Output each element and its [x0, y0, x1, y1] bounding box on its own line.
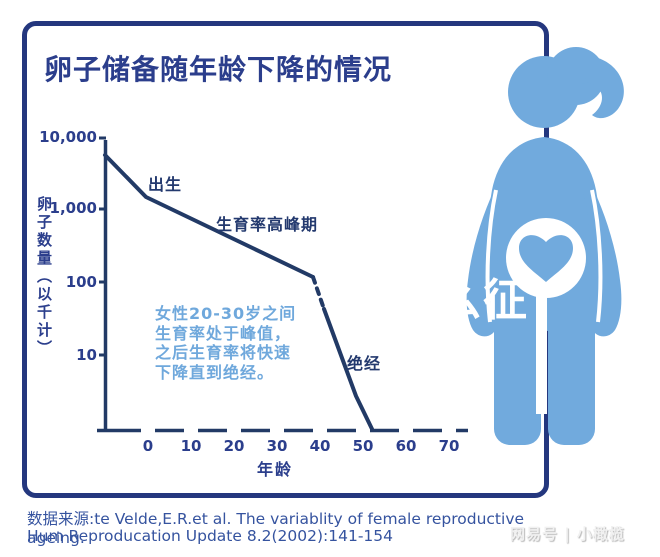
x-axis-title: 年龄	[256, 460, 293, 479]
x-tick-60: 60	[395, 437, 417, 455]
x-tick-30: 30	[266, 437, 288, 455]
x-tick-40: 40	[309, 437, 331, 455]
pregnant-woman-icon	[466, 47, 624, 445]
x-tick-20: 20	[223, 437, 245, 455]
woman-right-leg	[548, 298, 595, 445]
y-axis-ticks	[99, 136, 106, 357]
y-tick-1000: 1,000	[49, 199, 97, 217]
fertility-note-line: 生育率处于峰值，	[155, 323, 292, 343]
fertility-note-line: 女性20-30岁之间	[155, 304, 297, 323]
woman-hair-bun	[547, 47, 605, 105]
center-watermark-text: 么征	[437, 275, 529, 326]
oocyte-curve-dashed	[311, 275, 326, 311]
fertility-note-line: 下降直到绝经。	[155, 362, 275, 382]
y-tick-10: 10	[76, 346, 97, 364]
annotation-peak-fertility: 生育率高峰期	[216, 215, 319, 234]
left-arm-crease	[485, 189, 498, 323]
page-title: 卵子储备随年龄下降的情况	[44, 53, 393, 86]
center-watermark-bar	[536, 294, 547, 414]
x-tick-50: 50	[352, 437, 374, 455]
y-tick-100: 100	[65, 273, 97, 291]
y-tick-10000: 10,000	[39, 128, 97, 146]
heart-icon	[519, 235, 573, 282]
right-arm-crease	[590, 189, 603, 323]
annotation-birth: 出生	[148, 175, 183, 194]
x-tick-0: 0	[142, 437, 154, 455]
woman-left-leg	[494, 298, 541, 445]
brand-watermark: 网易号 | 小橄榄	[510, 525, 625, 543]
oocyte-curve-lower	[322, 307, 374, 431]
x-tick-70: 70	[438, 437, 460, 455]
source-citation-line1: 数据来源:te Velde,E.R.et al. The variablity …	[27, 510, 525, 547]
annotation-menopause: 绝经	[347, 354, 382, 373]
source-citation-line2: Hum Reproducation Update 8.2(2002):141-1…	[27, 527, 394, 545]
woman-hair-curl	[582, 58, 624, 119]
x-tick-10: 10	[180, 437, 202, 455]
fertility-note-line: 之后生育率将快速	[155, 343, 292, 362]
oocyte-curve-upper	[103, 153, 315, 279]
fertility-note: 女性20-30岁之间 生育率处于峰值， 之后生育率将快速 下降直到绝经。	[155, 304, 296, 382]
y-axis-title: 卵子数量（以千计）	[35, 196, 53, 358]
